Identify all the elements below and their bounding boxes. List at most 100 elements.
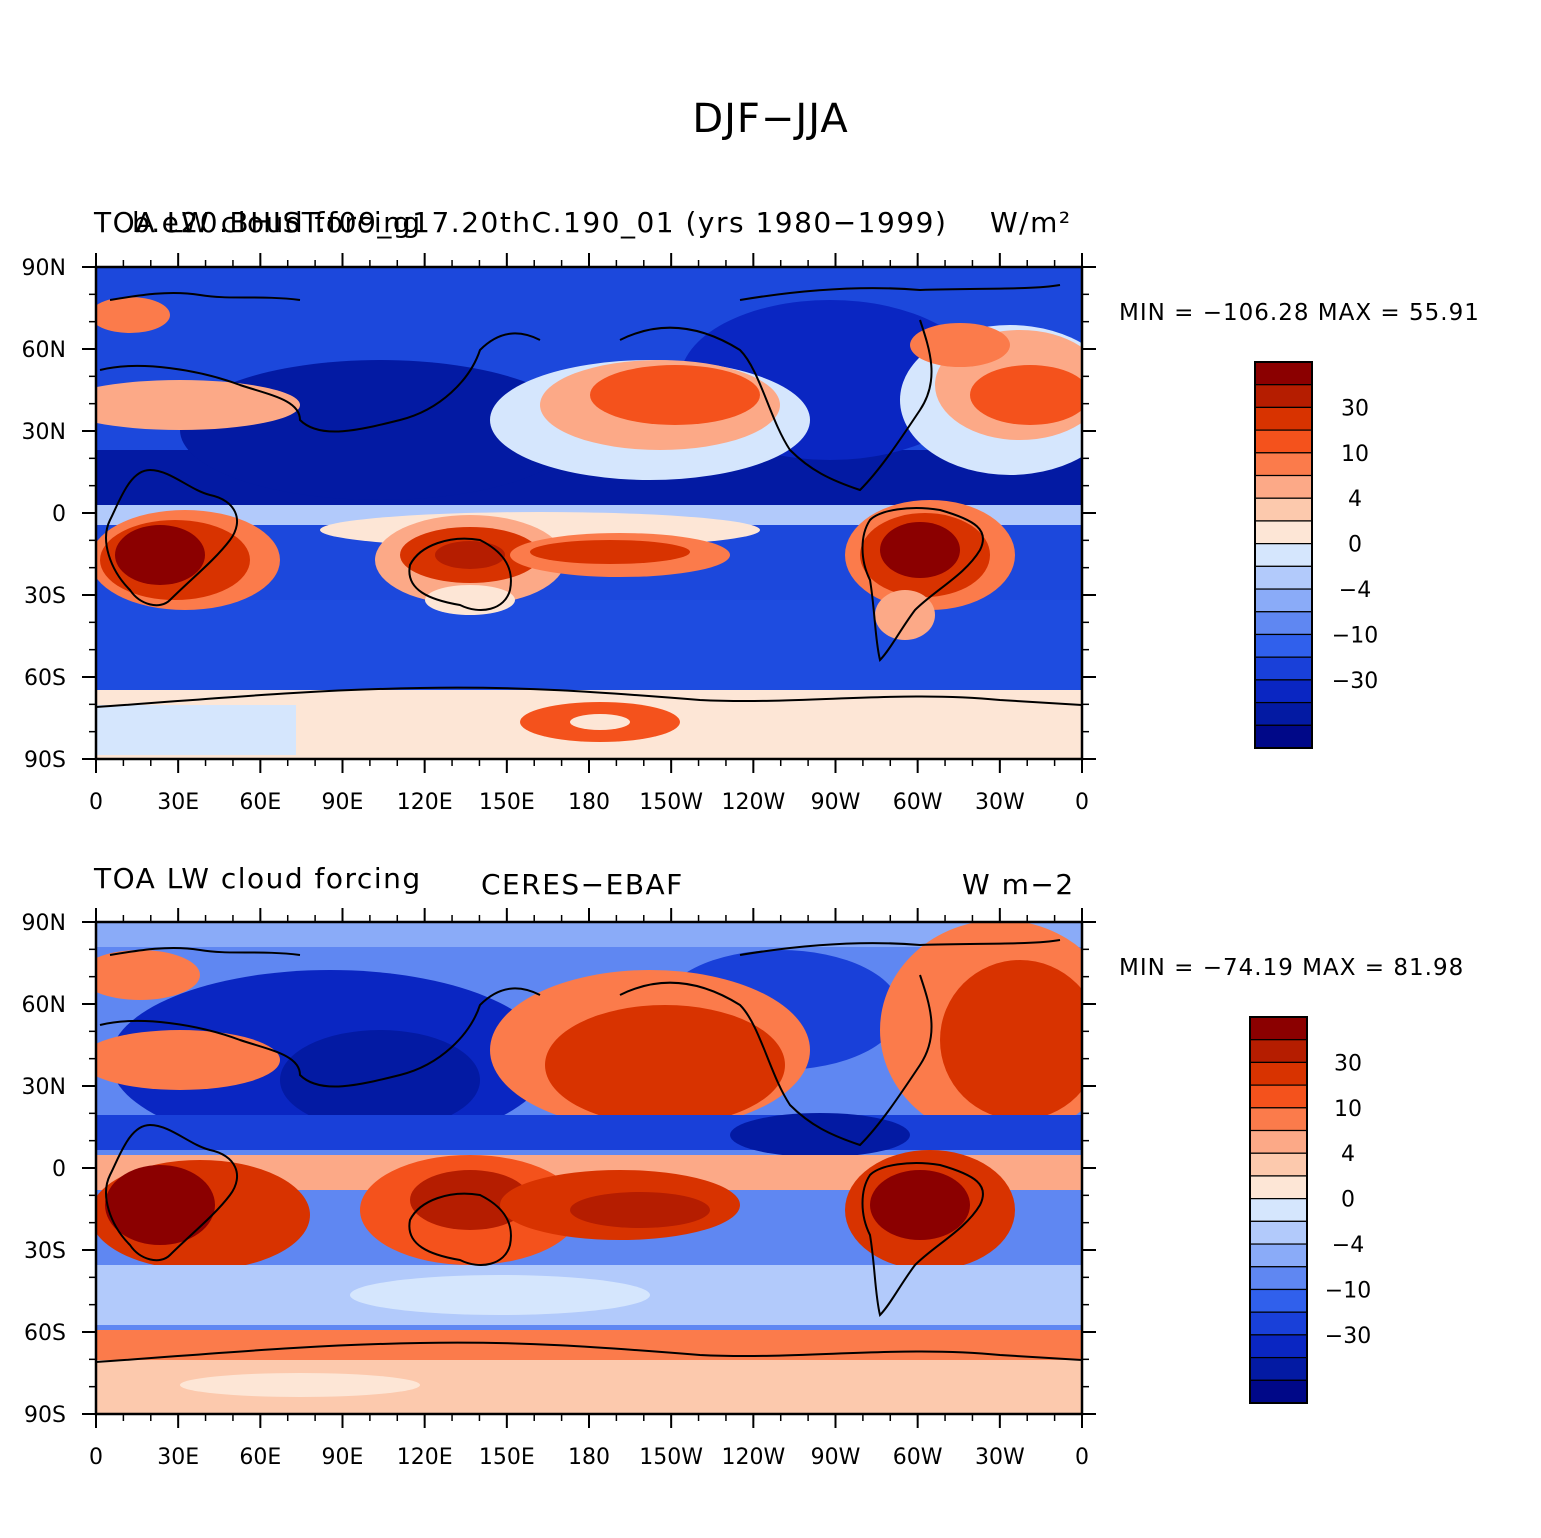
colorbar-label: 0 xyxy=(1341,1188,1355,1213)
lon-label: 150W xyxy=(639,790,703,815)
colorbar-swatch xyxy=(1254,656,1313,681)
colorbar-swatch xyxy=(1254,452,1313,477)
colorbar-swatch xyxy=(1249,1220,1308,1245)
colorbar-swatch xyxy=(1254,361,1313,386)
colorbar-label: 10 xyxy=(1341,442,1369,467)
lon-label: 60E xyxy=(239,790,281,815)
colorbar-panel1: 30 10 4 0 −4 −10 −30 xyxy=(1254,361,1378,749)
lat-label: 90N xyxy=(22,911,66,936)
lat-label: 30N xyxy=(22,420,66,445)
colorbar-swatch xyxy=(1254,588,1313,613)
lon-label: 60W xyxy=(893,1445,943,1470)
lon-label: 30E xyxy=(157,790,199,815)
lat-label: 60N xyxy=(22,993,66,1018)
colorbar-swatch xyxy=(1249,1061,1308,1086)
colorbar-swatch xyxy=(1254,384,1313,409)
lon-label: 150W xyxy=(639,1445,703,1470)
lat-label: 60S xyxy=(24,666,66,691)
figure-title: DJF−JJA xyxy=(692,96,849,142)
lat-label: 30S xyxy=(24,1239,66,1264)
lon-label: 120E xyxy=(397,1445,453,1470)
colorbar-swatch xyxy=(1249,1356,1308,1381)
colorbar-swatch xyxy=(1249,1334,1308,1359)
panel1-units: W/m² xyxy=(990,206,1072,239)
map1-field xyxy=(96,267,1082,759)
lon-label: 90E xyxy=(322,1445,364,1470)
colorbar-swatch xyxy=(1254,429,1313,454)
lon-label: 0 xyxy=(89,790,103,815)
colorbar-label: 10 xyxy=(1334,1097,1362,1122)
panel1-center-title: b.e20.BHIST.f09_g17.20thC.190_01 (yrs 19… xyxy=(132,206,948,239)
colorbar-label: 4 xyxy=(1348,487,1362,512)
colorbar-label: −10 xyxy=(1332,623,1378,648)
colorbar-swatch xyxy=(1249,1198,1308,1222)
colorbar-swatch xyxy=(1254,633,1313,658)
colorbar-swatch xyxy=(1249,1175,1308,1200)
lat-label: 0 xyxy=(52,1157,66,1182)
lat-label: 90S xyxy=(24,748,66,773)
colorbar-label: −30 xyxy=(1325,1324,1371,1349)
panel1-minmax: MIN = −106.28 MAX = 55.91 xyxy=(1119,300,1480,326)
colorbar-label: −30 xyxy=(1332,669,1378,694)
lat-label: 30N xyxy=(22,1075,66,1100)
colorbar-panel2: 30 10 4 0 −4 −10 −30 xyxy=(1249,1016,1371,1404)
map2-axes: 90N 60N 30N 0 30S 60S 90S 0 30E 60E 90E 120E 150E 180… xyxy=(22,908,1096,1470)
lat-label: 60N xyxy=(22,338,66,363)
colorbar-swatch xyxy=(1249,1266,1308,1291)
lon-label: 30E xyxy=(157,1445,199,1470)
map2-coastlines xyxy=(96,939,1082,1363)
colorbar-swatch xyxy=(1249,1152,1308,1177)
colorbar-swatch xyxy=(1249,1243,1308,1268)
colorbar-swatch xyxy=(1254,406,1313,431)
colorbar-label: 4 xyxy=(1341,1142,1355,1167)
colorbar-swatch xyxy=(1249,1039,1308,1064)
map-panel-model xyxy=(94,265,1084,761)
colorbar-swatch xyxy=(1254,497,1313,522)
map2-field xyxy=(96,922,1082,1414)
map-panel-observed xyxy=(94,920,1084,1416)
colorbar-swatch xyxy=(1249,1016,1308,1041)
map1-axes: 90N 60N 30N 0 30S 60S 90S 0 30E 60E 90E 120E 150E 180… xyxy=(22,253,1096,815)
lat-label: 90S xyxy=(24,1403,66,1428)
colorbar-label: −4 xyxy=(1332,1233,1364,1258)
colorbar-frame xyxy=(1249,1016,1308,1404)
colorbar-swatch xyxy=(1249,1107,1308,1132)
lon-label: 90W xyxy=(811,1445,861,1470)
lon-label: 30W xyxy=(975,790,1025,815)
lon-label: 120W xyxy=(721,1445,785,1470)
colorbar-swatch xyxy=(1254,679,1313,704)
lon-label: 60W xyxy=(893,790,943,815)
colorbar-swatch xyxy=(1254,474,1313,499)
lon-label: 30W xyxy=(975,1445,1025,1470)
colorbar-swatch xyxy=(1254,520,1313,545)
lon-label: 120W xyxy=(721,790,785,815)
lat-label: 90N xyxy=(22,256,66,281)
lon-label: 180 xyxy=(568,1445,610,1470)
lon-label: 60E xyxy=(239,1445,281,1470)
lat-label: 30S xyxy=(24,584,66,609)
lon-label: 0 xyxy=(1075,790,1089,815)
panel2-minmax: MIN = −74.19 MAX = 81.98 xyxy=(1119,955,1465,981)
colorbar-label: 30 xyxy=(1334,1051,1362,1076)
lon-label: 90W xyxy=(811,790,861,815)
lon-label: 120E xyxy=(397,790,453,815)
panel1-left-title: TOA LW cloud forcing xyxy=(94,206,422,239)
colorbar-swatch xyxy=(1249,1129,1308,1154)
lon-label: 90E xyxy=(322,790,364,815)
colorbar-swatch xyxy=(1249,1084,1308,1109)
lon-label: 180 xyxy=(568,790,610,815)
colorbar-frame xyxy=(1254,361,1313,749)
colorbar-swatch xyxy=(1254,701,1313,726)
panel2-center-title: CERES−EBAF xyxy=(481,868,684,901)
lon-label: 150E xyxy=(479,1445,535,1470)
colorbar-swatch xyxy=(1249,1379,1308,1404)
lon-label: 0 xyxy=(89,1445,103,1470)
lon-label: 150E xyxy=(479,790,535,815)
colorbar-label: −4 xyxy=(1339,578,1371,603)
colorbar-swatch xyxy=(1249,1311,1308,1336)
colorbar-label: −10 xyxy=(1325,1278,1371,1303)
panel2-units: W m−2 xyxy=(962,868,1075,901)
colorbar-swatch xyxy=(1254,724,1313,749)
lat-label: 60S xyxy=(24,1321,66,1346)
colorbar-label: 30 xyxy=(1341,396,1369,421)
